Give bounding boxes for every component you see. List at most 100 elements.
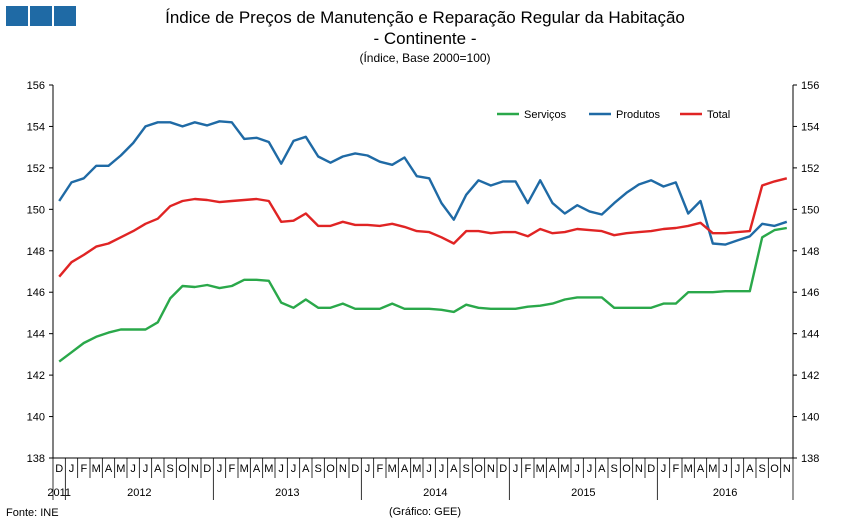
y-tick-label-right: 144 <box>801 329 819 341</box>
logo-block <box>6 6 28 26</box>
y-tick-label-left: 150 <box>27 204 45 216</box>
x-tick-label: M <box>264 463 273 475</box>
x-tick-label: M <box>92 463 101 475</box>
x-tick-label: S <box>462 463 469 475</box>
x-tick-label: M <box>240 463 249 475</box>
x-tick-label: J <box>69 463 75 475</box>
x-tick-label: O <box>326 463 335 475</box>
x-tick-label: D <box>203 463 211 475</box>
x-tick-label: J <box>574 463 580 475</box>
x-tick-label: F <box>524 463 531 475</box>
series-line-produtos <box>58 120 788 246</box>
y-tick-label-left: 144 <box>27 329 45 341</box>
x-tick-label: A <box>401 463 409 475</box>
x-tick-label: J <box>735 463 741 475</box>
x-tick-label: A <box>253 463 261 475</box>
x-tick-label: N <box>487 463 495 475</box>
x-tick-label: S <box>314 463 321 475</box>
x-tick-label: J <box>439 463 445 475</box>
x-tick-label: D <box>647 463 655 475</box>
year-label: 2011 <box>47 487 71 499</box>
x-tick-label: D <box>55 463 63 475</box>
legend-label: Serviços <box>524 109 567 121</box>
x-tick-label: J <box>587 463 593 475</box>
x-tick-label: A <box>154 463 162 475</box>
source-note: Fonte: INE <box>6 507 59 519</box>
logo-block <box>54 6 76 26</box>
x-tick-label: A <box>697 463 705 475</box>
year-label: 2015 <box>571 487 595 499</box>
x-tick-label: F <box>672 463 679 475</box>
x-tick-label: F <box>80 463 87 475</box>
x-tick-label: S <box>758 463 765 475</box>
x-tick-label: A <box>746 463 754 475</box>
x-tick-label: J <box>291 463 297 475</box>
x-tick-label: J <box>365 463 371 475</box>
x-tick-label: O <box>178 463 187 475</box>
x-tick-label: M <box>388 463 397 475</box>
year-label: 2013 <box>275 487 299 499</box>
y-tick-label-left: 146 <box>27 287 45 299</box>
x-tick-label: A <box>549 463 557 475</box>
x-tick-label: N <box>783 463 791 475</box>
y-tick-label-right: 138 <box>801 453 819 465</box>
y-tick-label-right: 142 <box>801 370 819 382</box>
y-tick-label-left: 138 <box>27 453 45 465</box>
x-tick-label: J <box>143 463 149 475</box>
y-tick-label-left: 148 <box>27 246 45 258</box>
legend-label: Total <box>707 109 730 121</box>
x-tick-label: O <box>474 463 483 475</box>
x-tick-label: A <box>302 463 310 475</box>
year-label: 2012 <box>127 487 151 499</box>
x-tick-label: N <box>635 463 643 475</box>
x-tick-label: M <box>412 463 421 475</box>
y-tick-label-right: 150 <box>801 204 819 216</box>
x-tick-label: M <box>116 463 125 475</box>
y-tick-label-left: 152 <box>27 163 45 175</box>
x-tick-label: S <box>610 463 617 475</box>
x-tick-label: O <box>622 463 631 475</box>
x-tick-label: J <box>217 463 223 475</box>
x-tick-label: J <box>426 463 432 475</box>
x-tick-label: N <box>191 463 199 475</box>
x-tick-label: J <box>130 463 136 475</box>
x-tick-label: A <box>450 463 458 475</box>
x-tick-label: D <box>499 463 507 475</box>
year-label: 2014 <box>423 487 447 499</box>
x-tick-label: J <box>278 463 284 475</box>
y-tick-label-right: 154 <box>801 121 819 133</box>
x-tick-label: N <box>339 463 347 475</box>
x-tick-label: O <box>770 463 779 475</box>
series-line-total <box>58 177 788 278</box>
y-tick-label-left: 142 <box>27 370 45 382</box>
x-tick-label: A <box>105 463 113 475</box>
logo <box>6 6 76 26</box>
x-tick-label: M <box>684 463 693 475</box>
x-tick-label: F <box>228 463 235 475</box>
y-tick-label-right: 148 <box>801 246 819 258</box>
chart-unit: (Índice, Base 2000=100) <box>359 51 491 65</box>
y-tick-label-right: 140 <box>801 412 819 424</box>
x-tick-label: M <box>708 463 717 475</box>
y-tick-label-left: 140 <box>27 412 45 424</box>
year-label: 2016 <box>713 487 737 499</box>
x-tick-label: J <box>722 463 728 475</box>
x-tick-label: D <box>351 463 359 475</box>
y-tick-label-left: 154 <box>27 121 45 133</box>
x-tick-label: M <box>560 463 569 475</box>
chart-title: Índice de Preços de Manutenção e Reparaç… <box>165 8 685 27</box>
logo-block <box>30 6 52 26</box>
x-tick-label: F <box>376 463 383 475</box>
credit-note: (Gráfico: GEE) <box>388 506 462 518</box>
series-line-servicos <box>58 226 788 363</box>
y-tick-label-right: 156 <box>801 80 819 92</box>
y-tick-label-left: 156 <box>27 80 45 92</box>
chart-subtitle: - Continente - <box>373 29 477 48</box>
x-tick-label: A <box>598 463 606 475</box>
y-tick-label-right: 152 <box>801 163 819 175</box>
y-tick-label-right: 146 <box>801 287 819 299</box>
legend-label: Produtos <box>616 109 661 121</box>
x-tick-label: J <box>513 463 519 475</box>
x-tick-label: M <box>536 463 545 475</box>
